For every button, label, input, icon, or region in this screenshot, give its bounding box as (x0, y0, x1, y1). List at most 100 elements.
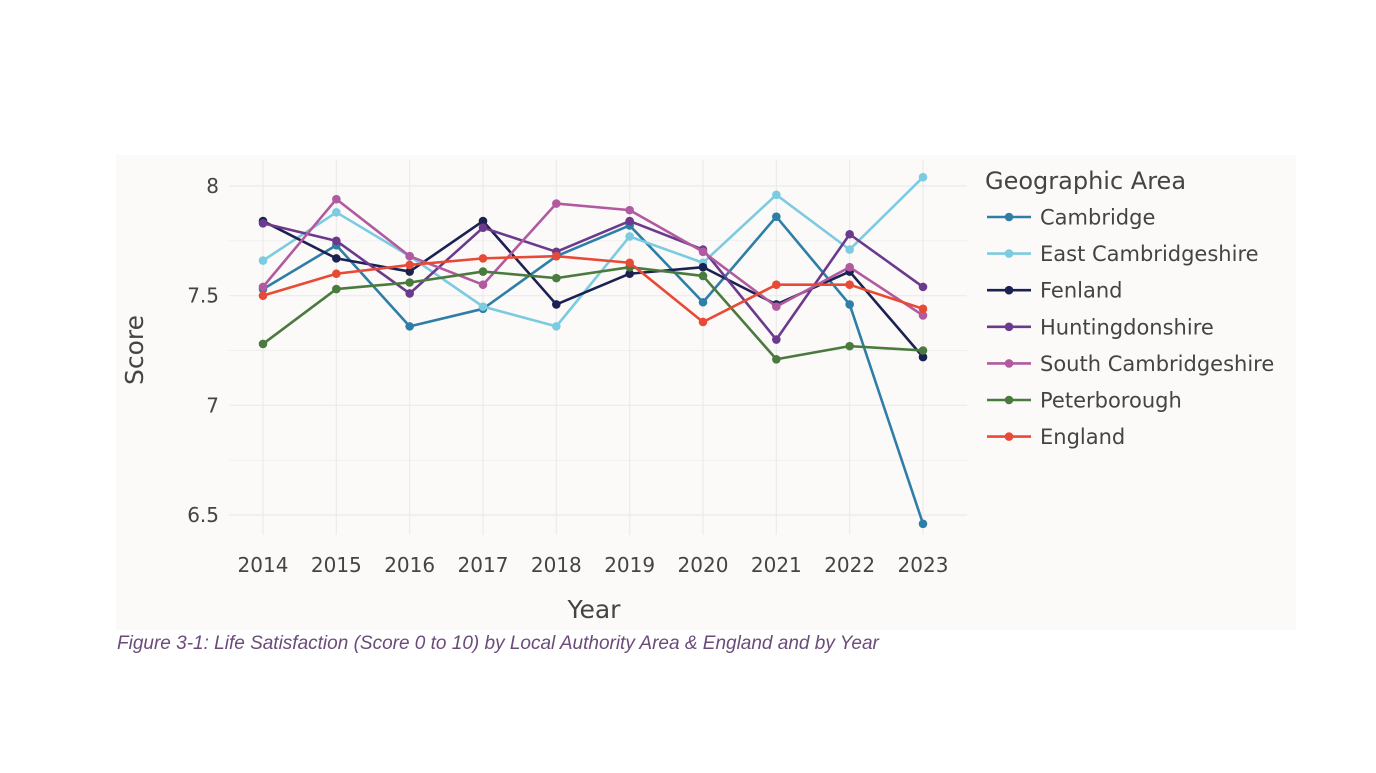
y-tick-label: 6.5 (187, 503, 219, 527)
data-point-huntingdonshire (405, 289, 414, 298)
legend-label: East Cambridgeshire (1040, 242, 1259, 266)
legend-item-cambridge: Cambridge (987, 206, 1155, 230)
series-line-england (262, 254, 924, 324)
legend-item-east-cambridgeshire: East Cambridgeshire (987, 242, 1259, 266)
legend-item-fenland: Fenland (987, 279, 1123, 303)
line-chart: 6.5 7 7.5 8 2014 2015 2016 2017 2018 2019 2020 2021… (120, 160, 1274, 624)
x-tick-label: 2018 (531, 553, 582, 577)
data-point-south-cambridgeshire (405, 251, 414, 261)
data-point-huntingdonshire (332, 236, 341, 246)
legend-swatch-point (1004, 285, 1014, 295)
y-tick-label: 8 (206, 174, 219, 198)
data-point-peterborough (332, 284, 341, 294)
data-point-huntingdonshire (772, 335, 781, 344)
data-point-england (625, 258, 634, 268)
data-point-england (698, 317, 708, 327)
series-england (258, 251, 928, 327)
data-point-england (258, 291, 268, 300)
legend-item-south-cambridgeshire: South Cambridgeshire (987, 352, 1274, 376)
data-point-south-cambridgeshire (698, 247, 708, 257)
x-tick-label: 2019 (604, 553, 655, 577)
data-point-england (845, 280, 854, 289)
data-point-peterborough (552, 273, 561, 283)
figure-caption: Figure 3-1: Life Satisfaction (Score 0 t… (117, 633, 879, 654)
data-point-huntingdonshire (258, 218, 268, 228)
legend-item-peterborough: Peterborough (987, 389, 1182, 413)
data-point-england (478, 254, 488, 263)
legend-label: England (1040, 425, 1125, 449)
data-point-south-cambridgeshire (918, 311, 928, 320)
data-point-england (332, 269, 341, 279)
data-point-east-cambridgeshire (845, 245, 854, 254)
data-point-peterborough (772, 354, 781, 364)
legend-label: Fenland (1040, 279, 1123, 303)
series-line-peterborough (262, 265, 924, 361)
series-east-cambridgeshire (258, 172, 928, 331)
data-point-england (552, 251, 561, 261)
data-point-cambridge (845, 300, 854, 309)
y-axis: 6.5 7 7.5 8 (187, 174, 219, 527)
data-point-peterborough (698, 271, 708, 281)
legend-swatch-point (1004, 212, 1014, 222)
data-point-huntingdonshire (845, 229, 854, 239)
data-point-huntingdonshire (918, 282, 928, 292)
data-point-cambridge (405, 322, 414, 331)
data-point-south-cambridgeshire (478, 280, 488, 289)
legend-swatch-point (1004, 322, 1014, 332)
data-point-huntingdonshire (478, 223, 488, 232)
y-axis-title: Score (120, 315, 149, 385)
data-point-south-cambridgeshire (772, 302, 781, 311)
data-point-fenland (918, 352, 928, 362)
data-point-east-cambridgeshire (918, 172, 928, 182)
data-point-fenland (332, 254, 341, 263)
data-point-east-cambridgeshire (332, 208, 341, 217)
legend-label: South Cambridgeshire (1040, 352, 1274, 376)
data-point-east-cambridgeshire (625, 232, 634, 241)
data-point-east-cambridgeshire (258, 256, 268, 265)
data-point-cambridge (918, 519, 928, 529)
data-point-fenland (552, 300, 561, 309)
legend-title: Geographic Area (985, 167, 1186, 195)
data-point-cambridge (698, 297, 708, 307)
legend: Geographic Area Cambridge East Cambridgesh… (985, 167, 1274, 449)
chart-panel: 6.5 7 7.5 8 2014 2015 2016 2017 2018 2019 2020 2021… (116, 155, 1296, 630)
data-point-south-cambridgeshire (552, 199, 561, 208)
data-point-south-cambridgeshire (258, 282, 268, 292)
data-point-peterborough (918, 346, 928, 355)
x-tick-label: 2017 (458, 553, 509, 577)
data-point-peterborough (478, 267, 488, 276)
data-point-east-cambridgeshire (772, 190, 781, 200)
legend-label: Cambridge (1040, 206, 1155, 230)
x-tick-label: 2021 (751, 553, 802, 577)
series-group (258, 172, 928, 529)
data-point-east-cambridgeshire (478, 302, 488, 311)
x-tick-label: 2015 (311, 553, 362, 577)
data-point-england (772, 280, 781, 289)
series-peterborough (258, 262, 928, 364)
x-tick-label: 2020 (678, 553, 729, 577)
legend-swatch-point (1004, 432, 1014, 441)
data-point-cambridge (772, 212, 781, 222)
legend-label: Huntingdonshire (1040, 315, 1214, 339)
series-fenland (258, 216, 928, 362)
data-point-england (405, 260, 414, 270)
x-tick-label: 2023 (898, 553, 949, 577)
y-tick-label: 7 (206, 393, 219, 417)
x-tick-label: 2022 (824, 553, 875, 577)
data-point-peterborough (845, 341, 854, 351)
data-point-fenland (478, 216, 488, 226)
legend-swatch-point (1004, 359, 1014, 368)
series-line-east-cambridgeshire (262, 176, 924, 328)
series-south-cambridgeshire (258, 194, 928, 320)
data-point-peterborough (405, 278, 414, 287)
data-point-huntingdonshire (625, 216, 634, 226)
data-point-england (918, 304, 928, 314)
legend-label: Peterborough (1040, 389, 1182, 413)
data-point-south-cambridgeshire (625, 205, 634, 215)
data-point-fenland (405, 267, 414, 276)
data-point-fenland (625, 269, 634, 279)
data-point-east-cambridgeshire (552, 322, 561, 331)
x-tick-label: 2014 (238, 553, 289, 577)
x-axis: 2014 2015 2016 2017 2018 2019 2020 2021 2022 2023 (238, 553, 949, 577)
data-point-south-cambridgeshire (332, 194, 341, 204)
